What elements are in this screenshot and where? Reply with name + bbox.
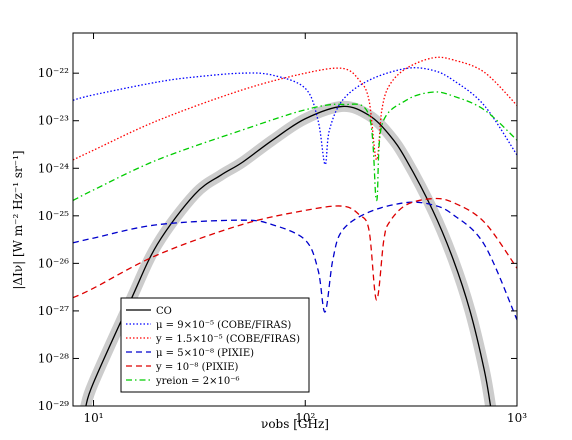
y-tick-label: 10⁻²⁸ [38, 351, 69, 365]
legend-label: y = 10⁻⁸ (PIXIE) [155, 362, 239, 373]
legend-label: yreion = 2×10⁻⁶ [155, 376, 240, 387]
y-tick-label: 10⁻²² [38, 66, 69, 80]
y-tick-label: 10⁻²⁹ [38, 399, 69, 413]
x-tick-label: 10³ [507, 411, 527, 425]
y-tick-label: 10⁻²³ [38, 114, 69, 128]
x-axis-label: νobs [GHz] [261, 417, 329, 431]
legend-label: μ = 9×10⁻⁵ (COBE/FIRAS) [156, 320, 291, 331]
x-tick-label: 10¹ [83, 411, 103, 425]
legend-label: CO [156, 306, 172, 317]
legend-label: y = 1.5×10⁻⁵ (COBE/FIRAS) [155, 334, 300, 345]
series-line [73, 197, 517, 301]
y-tick-label: 10⁻²⁴ [38, 161, 69, 175]
series-line [73, 201, 517, 321]
series-line [73, 67, 517, 166]
y-tick-label: 10⁻²⁷ [38, 304, 69, 318]
y-axis-label: |ΔIν| [W m⁻² Hz⁻¹ sr⁻¹] [11, 150, 25, 289]
series-line [85, 105, 492, 406]
x-tick-label: 10² [295, 411, 315, 425]
y-tick-label: 10⁻²⁵ [38, 209, 69, 223]
plot-frame [72, 32, 518, 407]
curves [73, 56, 517, 406]
y-tick-label: 10⁻²⁶ [38, 256, 69, 270]
legend-label: μ = 5×10⁻⁸ (PIXIE) [156, 348, 254, 359]
legend-box [120, 297, 310, 393]
